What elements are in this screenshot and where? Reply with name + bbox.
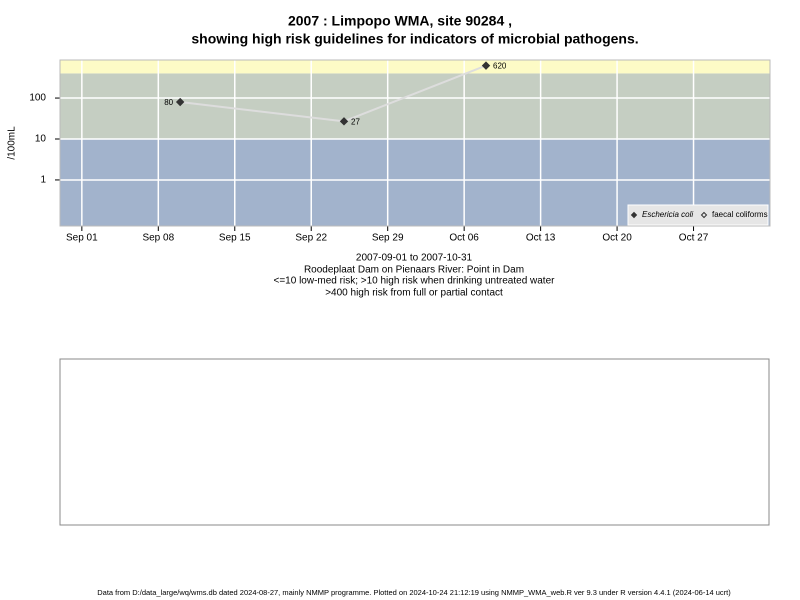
footer: Data from D:/data_large/wq/wms.db dated … (97, 588, 731, 597)
data-point (339, 117, 349, 126)
title: 2007 : Limpopo WMA, site 90284 , (288, 13, 512, 29)
x-tick-label: Oct 20 (602, 233, 632, 244)
note: Roodeplaat Dam on Pienaars River: Point … (304, 265, 524, 276)
data-label: 27 (351, 117, 360, 126)
x-tick-label: Oct 27 (679, 233, 709, 244)
x-tick-label: Oct 13 (526, 233, 556, 244)
legend-box (627, 204, 769, 226)
y-tick-label: 100 (29, 93, 46, 104)
data-point (481, 61, 491, 70)
x-tick-label: Sep 22 (295, 233, 327, 244)
legend-marker (700, 211, 708, 219)
y-tick-label: 1 (40, 175, 46, 186)
plot-frame (59, 59, 771, 227)
x-tick-label: Sep 15 (219, 233, 251, 244)
legend-marker (630, 211, 638, 219)
legend-label: faecal coliforms (712, 210, 768, 219)
title: showing high risk guidelines for indicat… (191, 31, 638, 47)
data-label: 80 (164, 98, 173, 107)
data-label: 620 (493, 62, 507, 71)
empty-panel (59, 358, 770, 526)
data-point (175, 97, 185, 107)
note: <=10 low-med risk; >10 high risk when dr… (274, 276, 556, 287)
x-tick-label: Sep 29 (372, 233, 404, 244)
risk-band (60, 73, 770, 139)
x-tick-label: Sep 01 (66, 233, 98, 244)
y-axis-label: /100mL (7, 126, 18, 160)
x-tick-label: Sep 08 (142, 233, 174, 244)
x-tick-label: Oct 06 (449, 233, 479, 244)
note: >400 high risk from full or partial cont… (325, 288, 503, 299)
risk-band (60, 60, 770, 74)
note: 2007-09-01 to 2007-10-31 (356, 253, 473, 264)
y-tick-label: 10 (35, 134, 47, 145)
legend-label: Eschericia coli (642, 210, 693, 219)
